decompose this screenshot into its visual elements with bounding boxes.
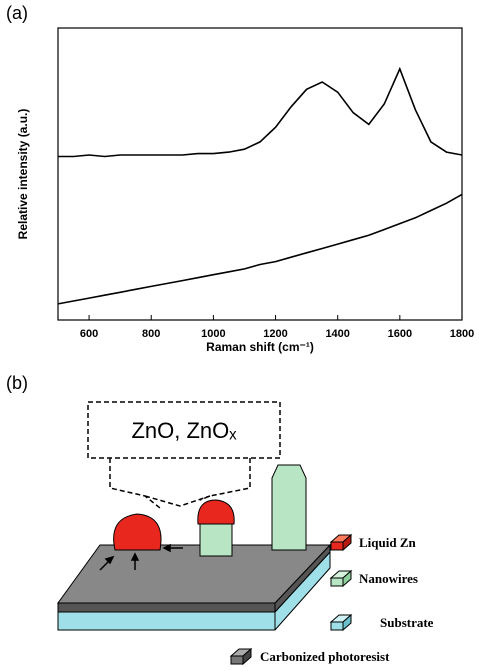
nanowire bbox=[199, 521, 233, 557]
plot: 600 800 1000 1200 1400 1600 1800 bbox=[57, 66, 474, 340]
nanowire bbox=[271, 464, 307, 551]
callout-box bbox=[87, 401, 281, 459]
legend-label: Substrate bbox=[380, 615, 434, 630]
panel-label: (b) bbox=[6, 373, 28, 393]
x-tick-label: 800 bbox=[142, 328, 160, 340]
arrows bbox=[99, 543, 183, 571]
legend-label: Liquid Zn bbox=[359, 535, 417, 550]
plot-frame bbox=[57, 27, 463, 321]
callout-leader bbox=[109, 458, 251, 509]
callout-text: ZnO, ZnOₓ bbox=[131, 418, 237, 443]
spectrum-line bbox=[57, 193, 463, 305]
legend-icons bbox=[229, 533, 353, 666]
x-tick-label: 1800 bbox=[450, 328, 474, 340]
y-axis-label: Relative intensity (a.u.) bbox=[16, 109, 30, 240]
liquid-zn bbox=[197, 499, 235, 525]
liquid-zn bbox=[113, 513, 162, 551]
x-tick-label: 1400 bbox=[325, 328, 349, 340]
panel-label: (a) bbox=[6, 3, 28, 23]
legend-label: Nanowires bbox=[359, 571, 418, 586]
x-tick-label: 600 bbox=[80, 328, 98, 340]
x-axis-label: Raman shift (cm⁻¹) bbox=[206, 340, 314, 354]
x-tick-label: 1200 bbox=[263, 328, 287, 340]
x-tick-label: 1600 bbox=[388, 328, 412, 340]
spectrum-line bbox=[58, 66, 463, 158]
legend-label: Carbonized photoresist bbox=[260, 649, 390, 664]
x-tick-label: 1000 bbox=[201, 328, 225, 340]
